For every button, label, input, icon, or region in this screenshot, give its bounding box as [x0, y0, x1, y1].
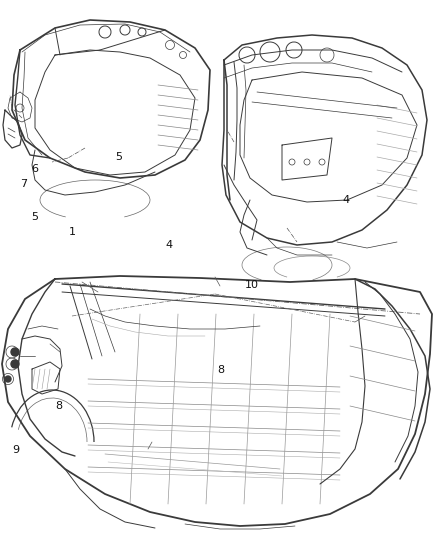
Circle shape [11, 348, 19, 356]
Text: 8: 8 [56, 401, 63, 411]
Circle shape [11, 360, 19, 368]
Text: 8: 8 [218, 366, 225, 375]
Text: 6: 6 [32, 165, 39, 174]
Text: 5: 5 [115, 152, 122, 162]
Text: 10: 10 [245, 280, 259, 290]
Text: 5: 5 [32, 213, 39, 222]
Text: 9: 9 [12, 446, 19, 455]
Circle shape [5, 376, 11, 382]
Text: 4: 4 [343, 195, 350, 205]
Text: 1: 1 [69, 227, 76, 237]
Text: 7: 7 [21, 179, 28, 189]
Text: 4: 4 [165, 240, 172, 250]
